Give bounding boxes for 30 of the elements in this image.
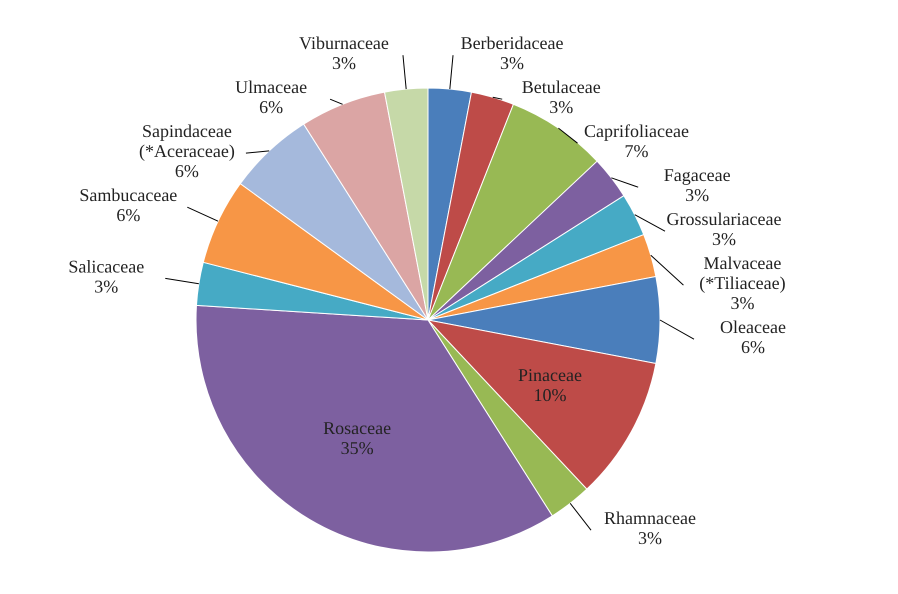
slice-label: Ulmaceae bbox=[235, 77, 308, 98]
data-label: 6% bbox=[116, 205, 140, 226]
data-label: 35% bbox=[340, 438, 374, 458]
data-label: 3% bbox=[712, 229, 736, 250]
data-label: 3% bbox=[500, 53, 524, 74]
data-label: 7% bbox=[624, 141, 649, 162]
slice-label: Rosaceae bbox=[323, 418, 392, 438]
data-label: 3% bbox=[332, 53, 356, 74]
slice-label: Betulaceae bbox=[522, 77, 601, 98]
slice-label: Viburnaceae bbox=[299, 33, 389, 54]
data-label: 3% bbox=[730, 293, 754, 314]
data-label: 3% bbox=[638, 528, 662, 548]
slice-label: Grossulariaceae bbox=[666, 209, 782, 230]
slice-label: Oleaceae bbox=[720, 317, 786, 338]
slice-label: Berberidaceae bbox=[460, 33, 564, 54]
slice-label: Fagaceae bbox=[664, 165, 731, 186]
slice-label: Salicaceae bbox=[68, 256, 144, 277]
slice-label: Sapindaceae (*Aceraceae) bbox=[138, 121, 235, 162]
slice-label: Malvaceae (*Tiliaceae) bbox=[699, 253, 786, 294]
data-label: 6% bbox=[174, 161, 199, 182]
slice-label: Rhamnaceae bbox=[604, 508, 696, 528]
data-label: 3% bbox=[549, 97, 574, 118]
data-label: 10% bbox=[533, 385, 566, 406]
slice-label: Caprifoliaceae bbox=[584, 121, 689, 142]
slice-label: Sambucaceae bbox=[79, 185, 178, 206]
data-label: 3% bbox=[685, 185, 710, 206]
data-label: 6% bbox=[259, 97, 284, 118]
slice-label: Pinaceae bbox=[518, 365, 582, 386]
data-label: 3% bbox=[94, 276, 118, 297]
data-label: 6% bbox=[741, 337, 765, 358]
